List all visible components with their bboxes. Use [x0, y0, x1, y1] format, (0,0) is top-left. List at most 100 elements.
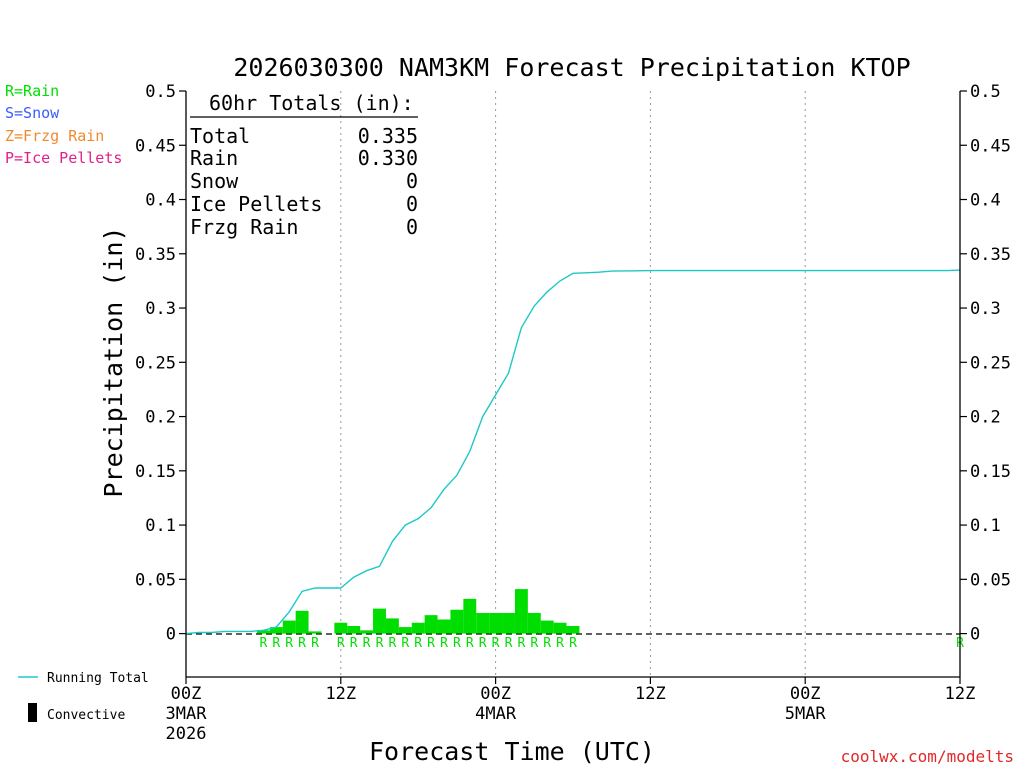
x-tick-label: 00Z: [171, 684, 202, 704]
legend-ice-pellets: P=Ice Pellets: [5, 149, 122, 167]
totals-row-label: Ice Pellets: [190, 192, 322, 216]
y-tick-label-left: 0.45: [135, 136, 176, 156]
ptype-marker: R: [388, 636, 396, 651]
y-tick-label-left: 0.1: [145, 516, 176, 536]
totals-row-label: Total: [190, 124, 250, 148]
ptype-marker: R: [337, 636, 345, 651]
y-tick-label-right: 0: [970, 625, 980, 645]
totals-row-value: 0: [406, 215, 418, 239]
y-tick-label-right: 0.15: [970, 462, 1011, 482]
vertical-gridlines: [340, 91, 806, 677]
watermark: coolwx.com/modelts: [841, 747, 1014, 766]
convective-legend-swatch: [28, 703, 37, 722]
precip-bar: [540, 620, 554, 634]
precip-bar: [256, 630, 270, 634]
legend-rain: R=Rain: [5, 82, 59, 100]
totals-row-label: Rain: [190, 146, 238, 170]
totals-header: 60hr Totals (in):: [209, 91, 414, 115]
x-axis-label: Forecast Time (UTC): [369, 737, 655, 766]
precip-bar: [527, 612, 541, 634]
y-tick-label-right: 0.35: [970, 245, 1011, 265]
precip-bar: [282, 620, 296, 634]
ptype-marker: R: [530, 636, 538, 651]
y-tick-label-left: 0: [166, 625, 176, 645]
y-tick-label-left: 0.5: [145, 82, 176, 102]
precip-bar: [489, 612, 503, 634]
legend-frzg-rain: Z=Frzg Rain: [5, 127, 104, 145]
ptype-marker: R: [440, 636, 448, 651]
precip-bar: [463, 598, 477, 634]
ptype-marker: R: [298, 636, 306, 651]
precip-bar: [373, 608, 386, 634]
x-tick-label: 3MAR: [166, 704, 208, 724]
totals-row-value: 0.335: [358, 124, 418, 148]
y-tick-label-right: 0.2: [970, 408, 1001, 428]
y-tick-label-left: 0.3: [145, 299, 176, 319]
ptype-marker: R: [401, 636, 409, 651]
precip-bar: [360, 630, 374, 634]
running-total-line: [185, 269, 961, 635]
y-tick-label-left: 0.2: [145, 408, 176, 428]
precip-bar: [398, 627, 412, 634]
y-tick-label-left: 0.4: [145, 191, 176, 211]
precip-bar: [269, 627, 283, 634]
precip-bar: [334, 622, 348, 634]
y-axis-label: Precipitation (in): [99, 227, 128, 498]
precip-bar: [502, 612, 515, 634]
ptype-marker: R: [350, 636, 358, 651]
totals-row-label: Frzg Rain: [190, 215, 298, 239]
x-tick-label: 12Z: [945, 684, 976, 704]
totals-row-label: Snow: [190, 169, 239, 193]
totals-row-value: 0: [406, 192, 418, 216]
precip-bar: [424, 615, 438, 634]
y-tick-label-left: 0.35: [135, 245, 176, 265]
precip-bar: [437, 619, 451, 634]
ptype-marker: R: [363, 636, 371, 651]
y-tick-label-right: 0.3: [970, 299, 1001, 319]
ptype-marker: R: [272, 636, 280, 651]
precip-bar: [385, 618, 399, 634]
precip-bar: [514, 589, 528, 634]
ptype-marker: R: [479, 636, 487, 651]
ptype-marker: R: [311, 636, 319, 651]
precip-bar: [308, 631, 322, 634]
totals-row-value: 0.330: [358, 146, 418, 170]
totals-box: 60hr Totals (in): Total 0.335 Rain 0.330…: [190, 91, 418, 239]
precip-bar: [476, 612, 490, 634]
ptype-marker: R: [505, 636, 513, 651]
ptype-marker: R: [492, 636, 500, 651]
y-tick-label-right: 0.45: [970, 136, 1011, 156]
axes: [185, 91, 961, 678]
y-tick-label-left: 0.25: [135, 353, 176, 373]
y-tick-label-left: 0.15: [135, 462, 176, 482]
y-tick-label-left: 0.05: [135, 570, 176, 590]
y-tick-label-right: 0.05: [970, 570, 1011, 590]
y-tick-label-right: 0.4: [970, 191, 1001, 211]
x-tick-label: 2026: [166, 724, 207, 744]
ptype-marker: R: [543, 636, 551, 651]
ptype-marker: R: [517, 636, 525, 651]
precip-bar: [295, 610, 309, 634]
ptype-marker: R: [259, 636, 267, 651]
ptype-marker: R: [453, 636, 461, 651]
ptype-marker: R: [414, 636, 422, 651]
ptype-markers: RRRRRRRRRRRRRRRRRRRRRRRRR: [259, 636, 964, 651]
ptype-marker: R: [427, 636, 435, 651]
x-tick-label: 12Z: [325, 684, 356, 704]
y-axis-ticks: 0 00.05 0.050.1 0.10.15 0.150.2 0.20.25 0.250.…: [135, 82, 1011, 645]
ptype-marker: R: [466, 636, 474, 651]
legend-running-total: Running Total: [47, 671, 149, 686]
legend-snow: S=Snow: [5, 104, 60, 122]
legend-convective: Convective: [47, 708, 125, 723]
y-tick-label-right: 0.1: [970, 516, 1001, 536]
y-tick-label-right: 0.25: [970, 353, 1011, 373]
totals-row-value: 0: [406, 169, 418, 193]
precip-bar: [553, 622, 567, 634]
precip-bar: [347, 625, 361, 634]
x-tick-label: 00Z: [790, 684, 821, 704]
y-tick-label-right: 0.5: [970, 82, 1001, 102]
x-tick-label: 12Z: [635, 684, 666, 704]
running-total-series: [185, 269, 961, 635]
